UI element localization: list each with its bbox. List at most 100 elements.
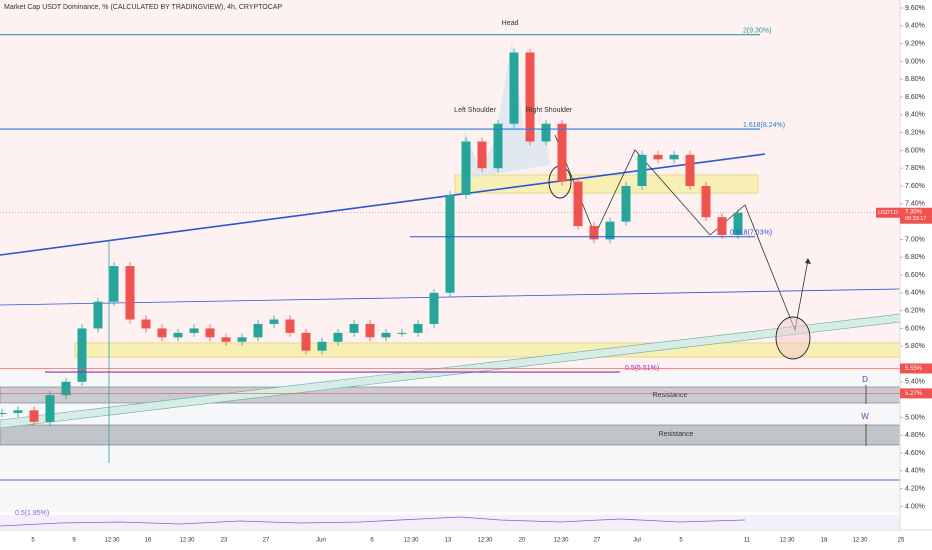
x-tick-label: 12:30	[403, 538, 419, 544]
y-tick-label: 9.40%	[905, 23, 925, 30]
candle-body	[717, 217, 727, 235]
chart-title: Market Cap USDT Dominance, % (CALCULATED…	[4, 4, 282, 11]
y-tick-label: 7.00%	[905, 236, 925, 243]
x-tick-label: 27	[594, 538, 601, 544]
price-tag	[900, 363, 932, 374]
candle-body	[301, 332, 311, 351]
x-tick-label: 18	[821, 538, 828, 544]
candle-body	[253, 323, 263, 338]
x-tick-label: Jul	[633, 538, 641, 544]
candle-body	[349, 323, 359, 333]
candle-body	[45, 395, 55, 422]
candle-body	[173, 332, 183, 338]
symbol-label: USDT.D	[878, 210, 898, 216]
y-tick-label: 5.00%	[905, 414, 925, 421]
x-tick-label: 6	[370, 538, 374, 544]
y-tick-label: 6.40%	[905, 290, 925, 297]
y-tick-label: 6.20%	[905, 307, 925, 314]
y-tick-label: 4.60%	[905, 450, 925, 457]
countdown: 00:33:17	[905, 216, 926, 222]
candle-body	[413, 323, 423, 333]
y-tick-label: 6.80%	[905, 254, 925, 261]
annotation: Resistance	[653, 392, 688, 399]
candle-body	[573, 181, 583, 227]
annotation: 0.5(1.85%)	[15, 510, 49, 517]
y-tick-label: 8.00%	[905, 147, 925, 154]
rsi-line	[0, 516, 746, 527]
y-tick-label: 8.20%	[905, 129, 925, 136]
candle-body	[125, 266, 135, 320]
x-tick-label: 12:30	[779, 538, 795, 544]
x-tick-label: 11	[744, 538, 751, 544]
rsi-panel	[0, 515, 900, 529]
candle-body	[589, 226, 599, 240]
x-tick-label: 25	[898, 538, 905, 544]
price-tag	[900, 207, 932, 224]
fib-label: 2(9.30%)	[743, 28, 771, 35]
annotation: Head	[502, 20, 519, 27]
candle-body	[61, 381, 71, 396]
y-tick-label: 4.00%	[905, 503, 925, 510]
candle-body	[701, 186, 711, 218]
y-tick-label: 5.40%	[905, 379, 925, 386]
candle-body	[445, 194, 455, 293]
y-tick-label: 9.20%	[905, 40, 925, 47]
x-tick-label: 12:30	[477, 538, 493, 544]
circle-marker	[775, 316, 811, 360]
candle-body	[477, 141, 487, 169]
candle-body	[653, 154, 663, 160]
candle-body	[237, 337, 247, 342]
candle-body	[605, 221, 615, 240]
trendline	[0, 288, 901, 306]
y-tick-label: 6.60%	[905, 272, 925, 279]
y-tick-label: 9.60%	[905, 5, 925, 12]
candle-body	[13, 410, 23, 413]
candle-body	[541, 123, 551, 142]
resistance-zone	[0, 424, 901, 446]
x-tick-label: Jun	[316, 538, 326, 544]
candle-body	[429, 292, 439, 324]
symbol-tag	[876, 207, 900, 218]
demand-zone	[74, 342, 901, 358]
candle-body	[93, 301, 103, 329]
candle-body	[157, 328, 167, 338]
candle-body	[317, 341, 327, 351]
marks	[0, 48, 743, 426]
candle-body	[381, 332, 391, 338]
annotation: W	[861, 412, 869, 421]
candle-body	[189, 328, 199, 333]
x-tick-label: 12:30	[553, 538, 569, 544]
price-tag-label: 5.27%	[905, 391, 923, 397]
y-tick-label: 5.80%	[905, 343, 925, 350]
candle-body	[269, 319, 279, 324]
annotation: Resistance	[659, 431, 694, 438]
x-tick-label: 16	[145, 538, 152, 544]
x-tick-label: 27	[263, 538, 270, 544]
candle-body	[685, 154, 695, 187]
candle-body	[285, 319, 295, 333]
x-tick-label: 5	[679, 538, 683, 544]
candle-body	[461, 141, 471, 195]
candle-body	[733, 212, 743, 235]
candle-body	[557, 123, 567, 182]
y-tick-label: 7.60%	[905, 183, 925, 190]
annotation: Right Shoulder	[526, 107, 573, 114]
x-tick-label: 12:30	[852, 538, 868, 544]
fib-label: 1.618(8.24%)	[743, 122, 785, 129]
candle-body	[493, 123, 503, 169]
x-tick-label: 9	[72, 538, 76, 544]
candle-body	[525, 52, 535, 142]
candle-body	[77, 328, 87, 382]
fib-label: 0.618(7.03%)	[730, 230, 772, 237]
candle-body	[621, 186, 631, 222]
candle-body	[0, 412, 7, 414]
resistance-zone	[0, 386, 901, 404]
bg-tint	[0, 0, 900, 372]
candle-body	[333, 332, 343, 342]
y-tick-label: 8.40%	[905, 112, 925, 119]
annotation: D	[862, 375, 868, 384]
x-tick-label: 13	[445, 538, 452, 544]
y-tick-label: 6.00%	[905, 325, 925, 332]
candle-body	[29, 410, 39, 422]
